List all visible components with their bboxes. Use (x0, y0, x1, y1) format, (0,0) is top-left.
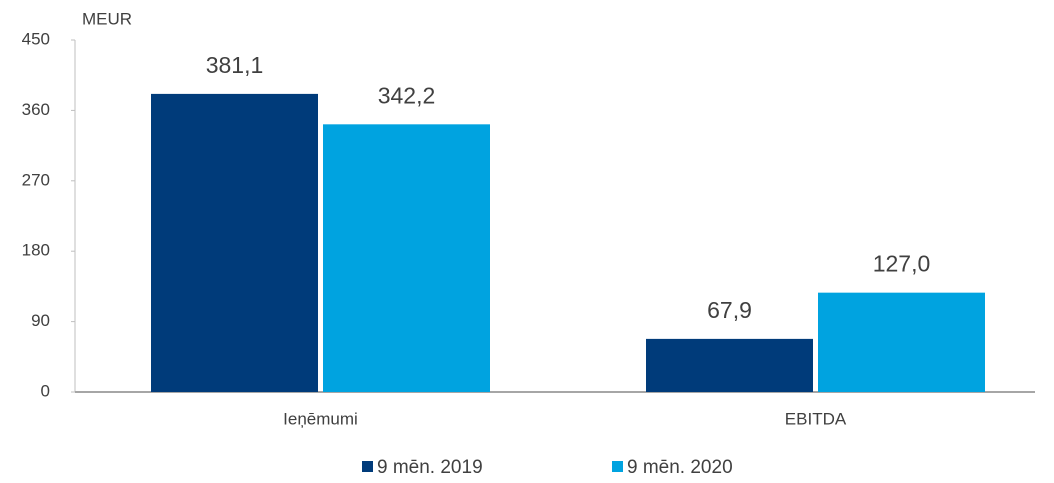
y-tick-label: 0 (41, 381, 50, 400)
y-axis-label: MEUR (82, 9, 132, 28)
data-label: 381,1 (206, 52, 264, 78)
legend-swatch (612, 461, 623, 472)
y-tick-label: 360 (22, 100, 50, 119)
legend-label: 9 mēn. 2019 (377, 457, 483, 478)
y-tick-label: 270 (22, 170, 50, 189)
y-tick-label: 450 (22, 29, 50, 48)
legend-label: 9 mēn. 2020 (627, 457, 733, 478)
data-label: 67,9 (707, 297, 752, 323)
bar (818, 292, 985, 392)
y-tick-label: 90 (31, 311, 50, 330)
bar (151, 93, 318, 392)
y-tick-label: 180 (22, 241, 50, 260)
legend-swatch (362, 461, 373, 472)
data-label: 127,0 (873, 251, 931, 277)
x-tick-label: Ieņēmumi (283, 409, 358, 428)
bar (646, 338, 813, 392)
bar (323, 124, 490, 393)
x-tick-label: EBITDA (785, 409, 847, 428)
data-label: 342,2 (378, 82, 436, 108)
